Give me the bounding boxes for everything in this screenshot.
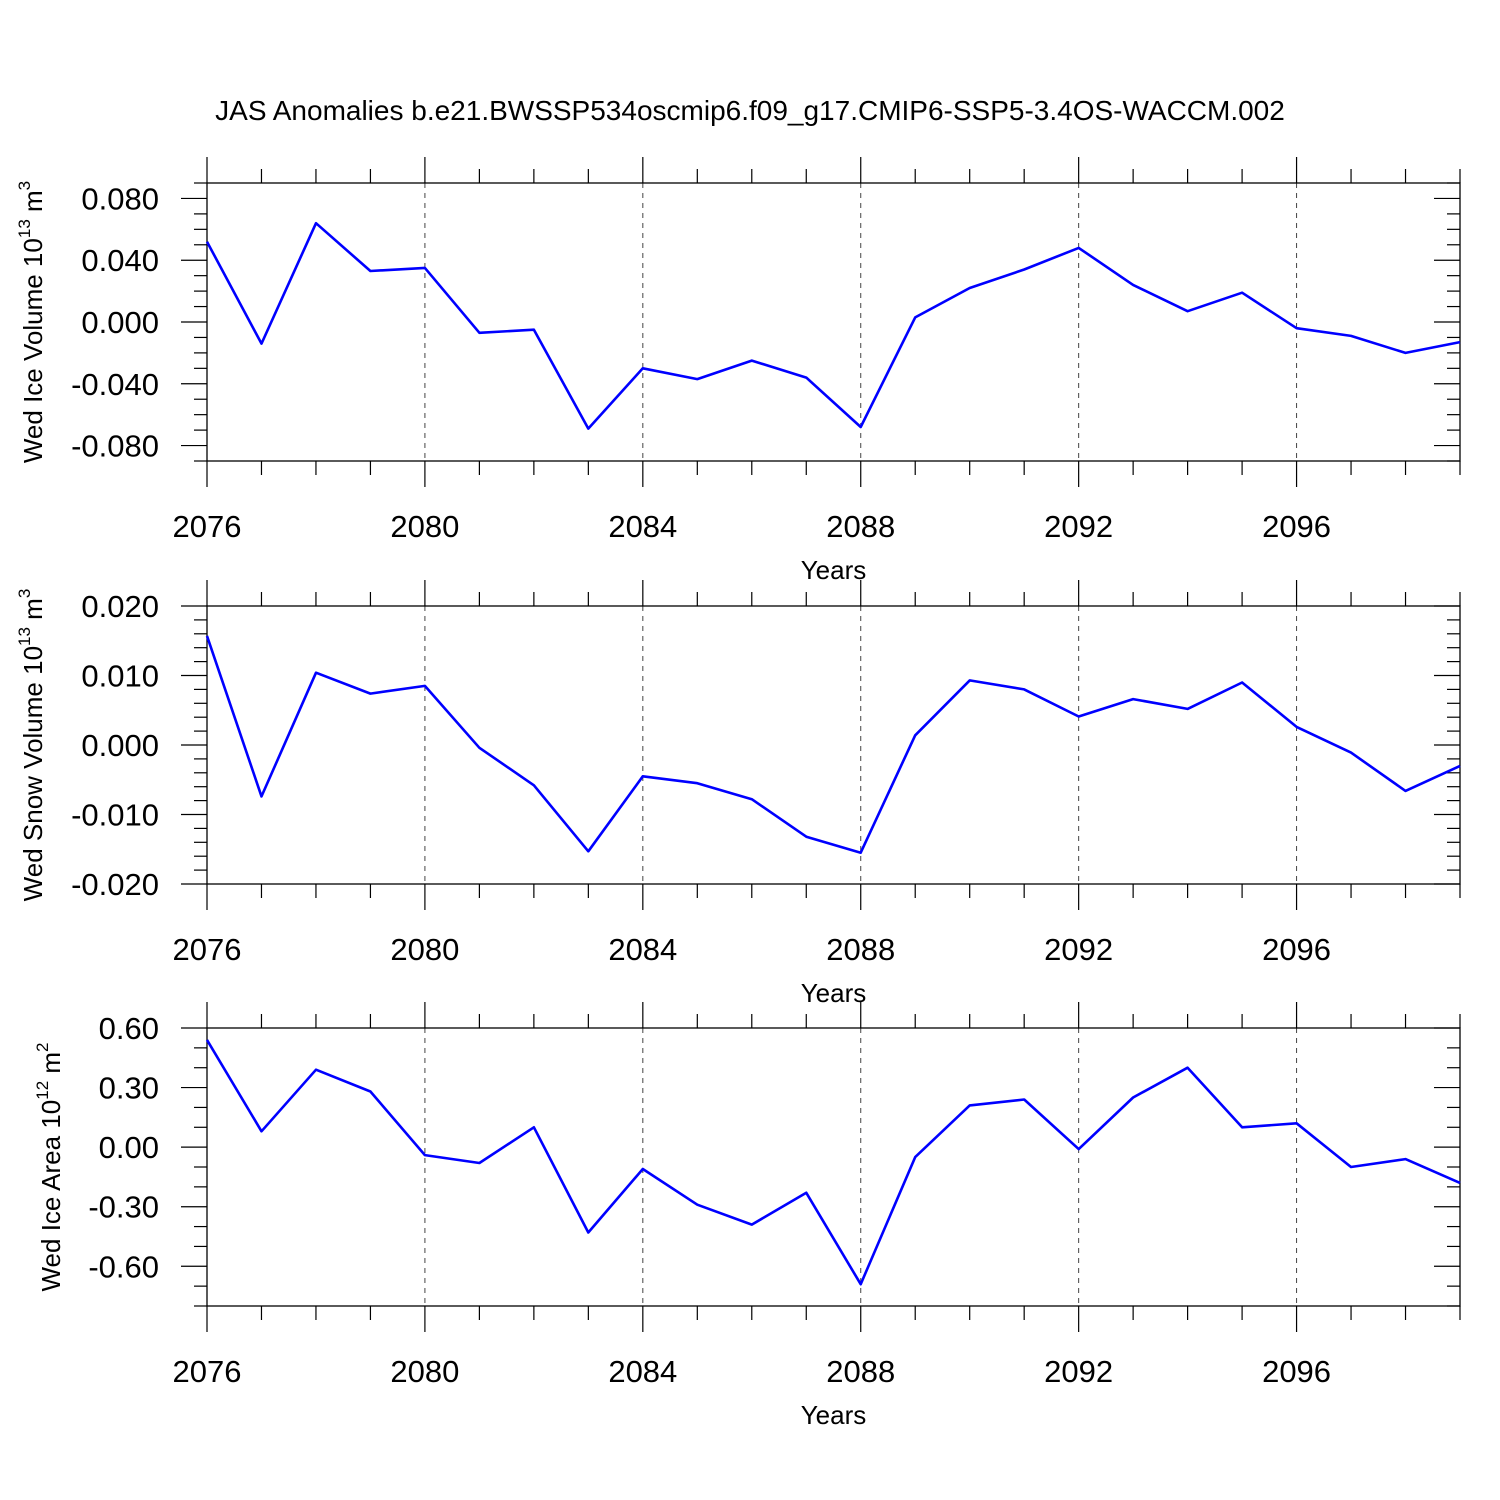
y-axis-title-superscript: 2 bbox=[33, 1042, 52, 1051]
x-tick-label: 2080 bbox=[390, 1354, 459, 1389]
y-tick-label: -0.080 bbox=[71, 429, 159, 464]
x-tick-label: 2084 bbox=[608, 932, 677, 967]
y-axis-title: Wed Ice Volume 1013 m3 bbox=[15, 181, 48, 463]
y-tick-label: 0.000 bbox=[81, 728, 159, 763]
y-axis-title-part: Wed Snow Volume 10 bbox=[18, 646, 48, 901]
y-axis-title: Wed Snow Volume 1013 m3 bbox=[15, 589, 48, 902]
y-tick-label: 0.010 bbox=[81, 659, 159, 694]
x-tick-label: 2076 bbox=[173, 509, 242, 544]
x-tick-label: 2088 bbox=[826, 509, 895, 544]
y-axis-title-part: m bbox=[18, 598, 48, 627]
y-tick-label: -0.010 bbox=[71, 798, 159, 833]
x-axis-title: Years bbox=[801, 1400, 867, 1430]
x-tick-label: 2076 bbox=[173, 1354, 242, 1389]
x-tick-label: 2092 bbox=[1044, 509, 1113, 544]
panel-2: -0.020 -0.010 0.000 0.010 0.020 2076 2080 2084 2… bbox=[15, 580, 1461, 1008]
y-axis-title-superscript: 12 bbox=[33, 1081, 52, 1100]
series-line bbox=[205, 635, 1461, 855]
x-tick-label: 2092 bbox=[1044, 1354, 1113, 1389]
chart-title: JAS Anomalies b.e21.BWSSP534oscmip6.f09_… bbox=[215, 95, 1285, 126]
y-axis-title-part: m bbox=[18, 190, 48, 219]
y-tick-label: -0.30 bbox=[88, 1190, 159, 1225]
y-tick-label: -0.040 bbox=[71, 367, 159, 402]
y-axis-title-part: Wed Ice Area 10 bbox=[36, 1100, 66, 1292]
y-tick-label: 0.60 bbox=[99, 1011, 159, 1046]
y-axis-title-part: Wed Ice Volume 10 bbox=[18, 238, 48, 463]
plot-frame bbox=[206, 1027, 1461, 1307]
x-tick-label: 2084 bbox=[608, 509, 677, 544]
x-tick-label: 2076 bbox=[173, 932, 242, 967]
x-tick-label: 2088 bbox=[826, 1354, 895, 1389]
y-tick-label: -0.020 bbox=[71, 867, 159, 902]
y-tick-label: 0.020 bbox=[81, 589, 159, 624]
plot-frame bbox=[206, 605, 1461, 885]
plot-frame bbox=[206, 182, 1461, 462]
y-axis-title-superscript: 13 bbox=[15, 219, 34, 238]
x-tick-label: 2096 bbox=[1262, 932, 1331, 967]
series-line bbox=[205, 221, 1461, 430]
y-tick-label: -0.60 bbox=[88, 1249, 159, 1284]
x-tick-label: 2080 bbox=[390, 509, 459, 544]
y-axis-title-superscript: 3 bbox=[15, 181, 34, 190]
y-axis-title-part: m bbox=[36, 1052, 66, 1081]
panel-3: -0.60 -0.30 0.00 0.30 0.60 2076 2080 2084 2088 20… bbox=[33, 1002, 1461, 1430]
x-tick-label: 2096 bbox=[1262, 1354, 1331, 1389]
panel-1: -0.080 -0.040 0.000 0.040 0.080 2076 2080 2084 2… bbox=[15, 157, 1461, 585]
x-tick-label: 2080 bbox=[390, 932, 459, 967]
y-axis-title-superscript: 3 bbox=[15, 589, 34, 598]
x-axis-title: Years bbox=[801, 555, 867, 585]
y-tick-label: 0.30 bbox=[99, 1071, 159, 1106]
x-tick-label: 2096 bbox=[1262, 509, 1331, 544]
y-tick-label: 0.00 bbox=[99, 1130, 159, 1165]
y-axis-title-superscript: 13 bbox=[15, 627, 34, 646]
y-tick-label: 0.040 bbox=[81, 243, 159, 278]
panels: -0.080 -0.040 0.000 0.040 0.080 2076 2080 2084 2… bbox=[15, 157, 1461, 1430]
y-tick-label: 0.080 bbox=[81, 181, 159, 216]
y-axis-title: Wed Ice Area 1012 m2 bbox=[33, 1042, 66, 1291]
x-tick-label: 2084 bbox=[608, 1354, 677, 1389]
y-tick-label: 0.000 bbox=[81, 305, 159, 340]
x-tick-label: 2088 bbox=[826, 932, 895, 967]
x-axis-title: Years bbox=[801, 978, 867, 1008]
x-tick-label: 2092 bbox=[1044, 932, 1113, 967]
series-line bbox=[205, 1039, 1461, 1286]
